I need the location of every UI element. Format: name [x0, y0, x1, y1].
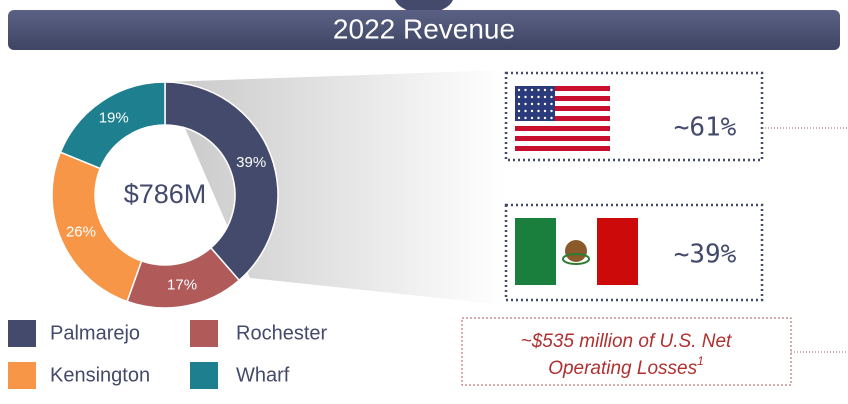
flag-star [543, 95, 547, 99]
flag-star [524, 116, 527, 120]
us-flag [515, 86, 610, 151]
data-label: 26% [66, 223, 96, 240]
flag-star [550, 109, 553, 113]
flag-star [550, 95, 553, 99]
mexico-flag [515, 218, 638, 285]
flag-stripe [515, 141, 610, 146]
data-label: 19% [99, 110, 129, 127]
country-share: ~39% [674, 240, 737, 270]
flag-star [530, 88, 534, 92]
slice [164, 81, 279, 282]
legend: Palmarejo Rochester Kensington Wharf [8, 320, 327, 389]
slice [59, 81, 166, 170]
flag-stripe [515, 126, 610, 131]
flag-star [550, 88, 553, 92]
flag-stripe [515, 121, 610, 126]
flag-star [530, 102, 534, 106]
flag-star [550, 116, 553, 120]
flag-stripe [515, 101, 610, 106]
country-share: ~61% [674, 113, 737, 143]
flag-star [524, 88, 527, 92]
flag-star [543, 116, 547, 120]
center-label: $786M [124, 179, 207, 209]
flag-star [524, 102, 527, 106]
flag-star [524, 95, 527, 99]
legend-label: Rochester [236, 322, 327, 344]
flag-stripe [515, 116, 610, 121]
flag-star [524, 109, 527, 113]
flag-star [537, 88, 540, 92]
flag-star [530, 95, 534, 99]
flag-stripe [515, 136, 610, 141]
flag-star [530, 116, 534, 120]
flag-star [517, 95, 521, 99]
flag-stripe [515, 86, 610, 91]
flag-star [517, 102, 521, 106]
flag-canton [515, 86, 555, 121]
flag-star [517, 88, 521, 92]
flag-stripe [515, 111, 610, 116]
legend-label: Wharf [236, 364, 290, 386]
flag-star [550, 102, 553, 106]
flag-star [530, 109, 534, 113]
legend-swatch [8, 362, 36, 389]
note-text: Operating Losses1 [548, 354, 704, 379]
legend-swatch [190, 362, 218, 389]
footnote-mark: 1 [697, 354, 704, 368]
flag-star [543, 109, 547, 113]
flag-star [543, 88, 547, 92]
flag-stripe [515, 146, 610, 151]
data-label: 17% [167, 276, 197, 293]
flag-star [537, 109, 540, 113]
legend-swatch [8, 320, 36, 347]
flag-stripe [515, 106, 610, 111]
chart-title: 2022 Revenue [333, 13, 515, 44]
title-bar [8, 10, 840, 50]
flag-stripe [515, 131, 610, 136]
legend-swatch [190, 320, 218, 347]
note-box [461, 317, 792, 386]
flag-star [517, 116, 521, 120]
flag-star [537, 116, 540, 120]
flag-star [537, 95, 540, 99]
flag-star [517, 109, 521, 113]
note-text: ~$535 million of U.S. Net [521, 331, 732, 352]
flag-star [537, 102, 540, 106]
flag-star [543, 102, 547, 106]
legend-label: Kensington [50, 364, 150, 386]
flag-stripe [515, 91, 610, 96]
donut: 39% 17% 26% 19% [51, 81, 279, 309]
data-label: 39% [236, 154, 266, 171]
flag-stripe [515, 96, 610, 101]
legend-label: Palmarejo [50, 322, 140, 344]
